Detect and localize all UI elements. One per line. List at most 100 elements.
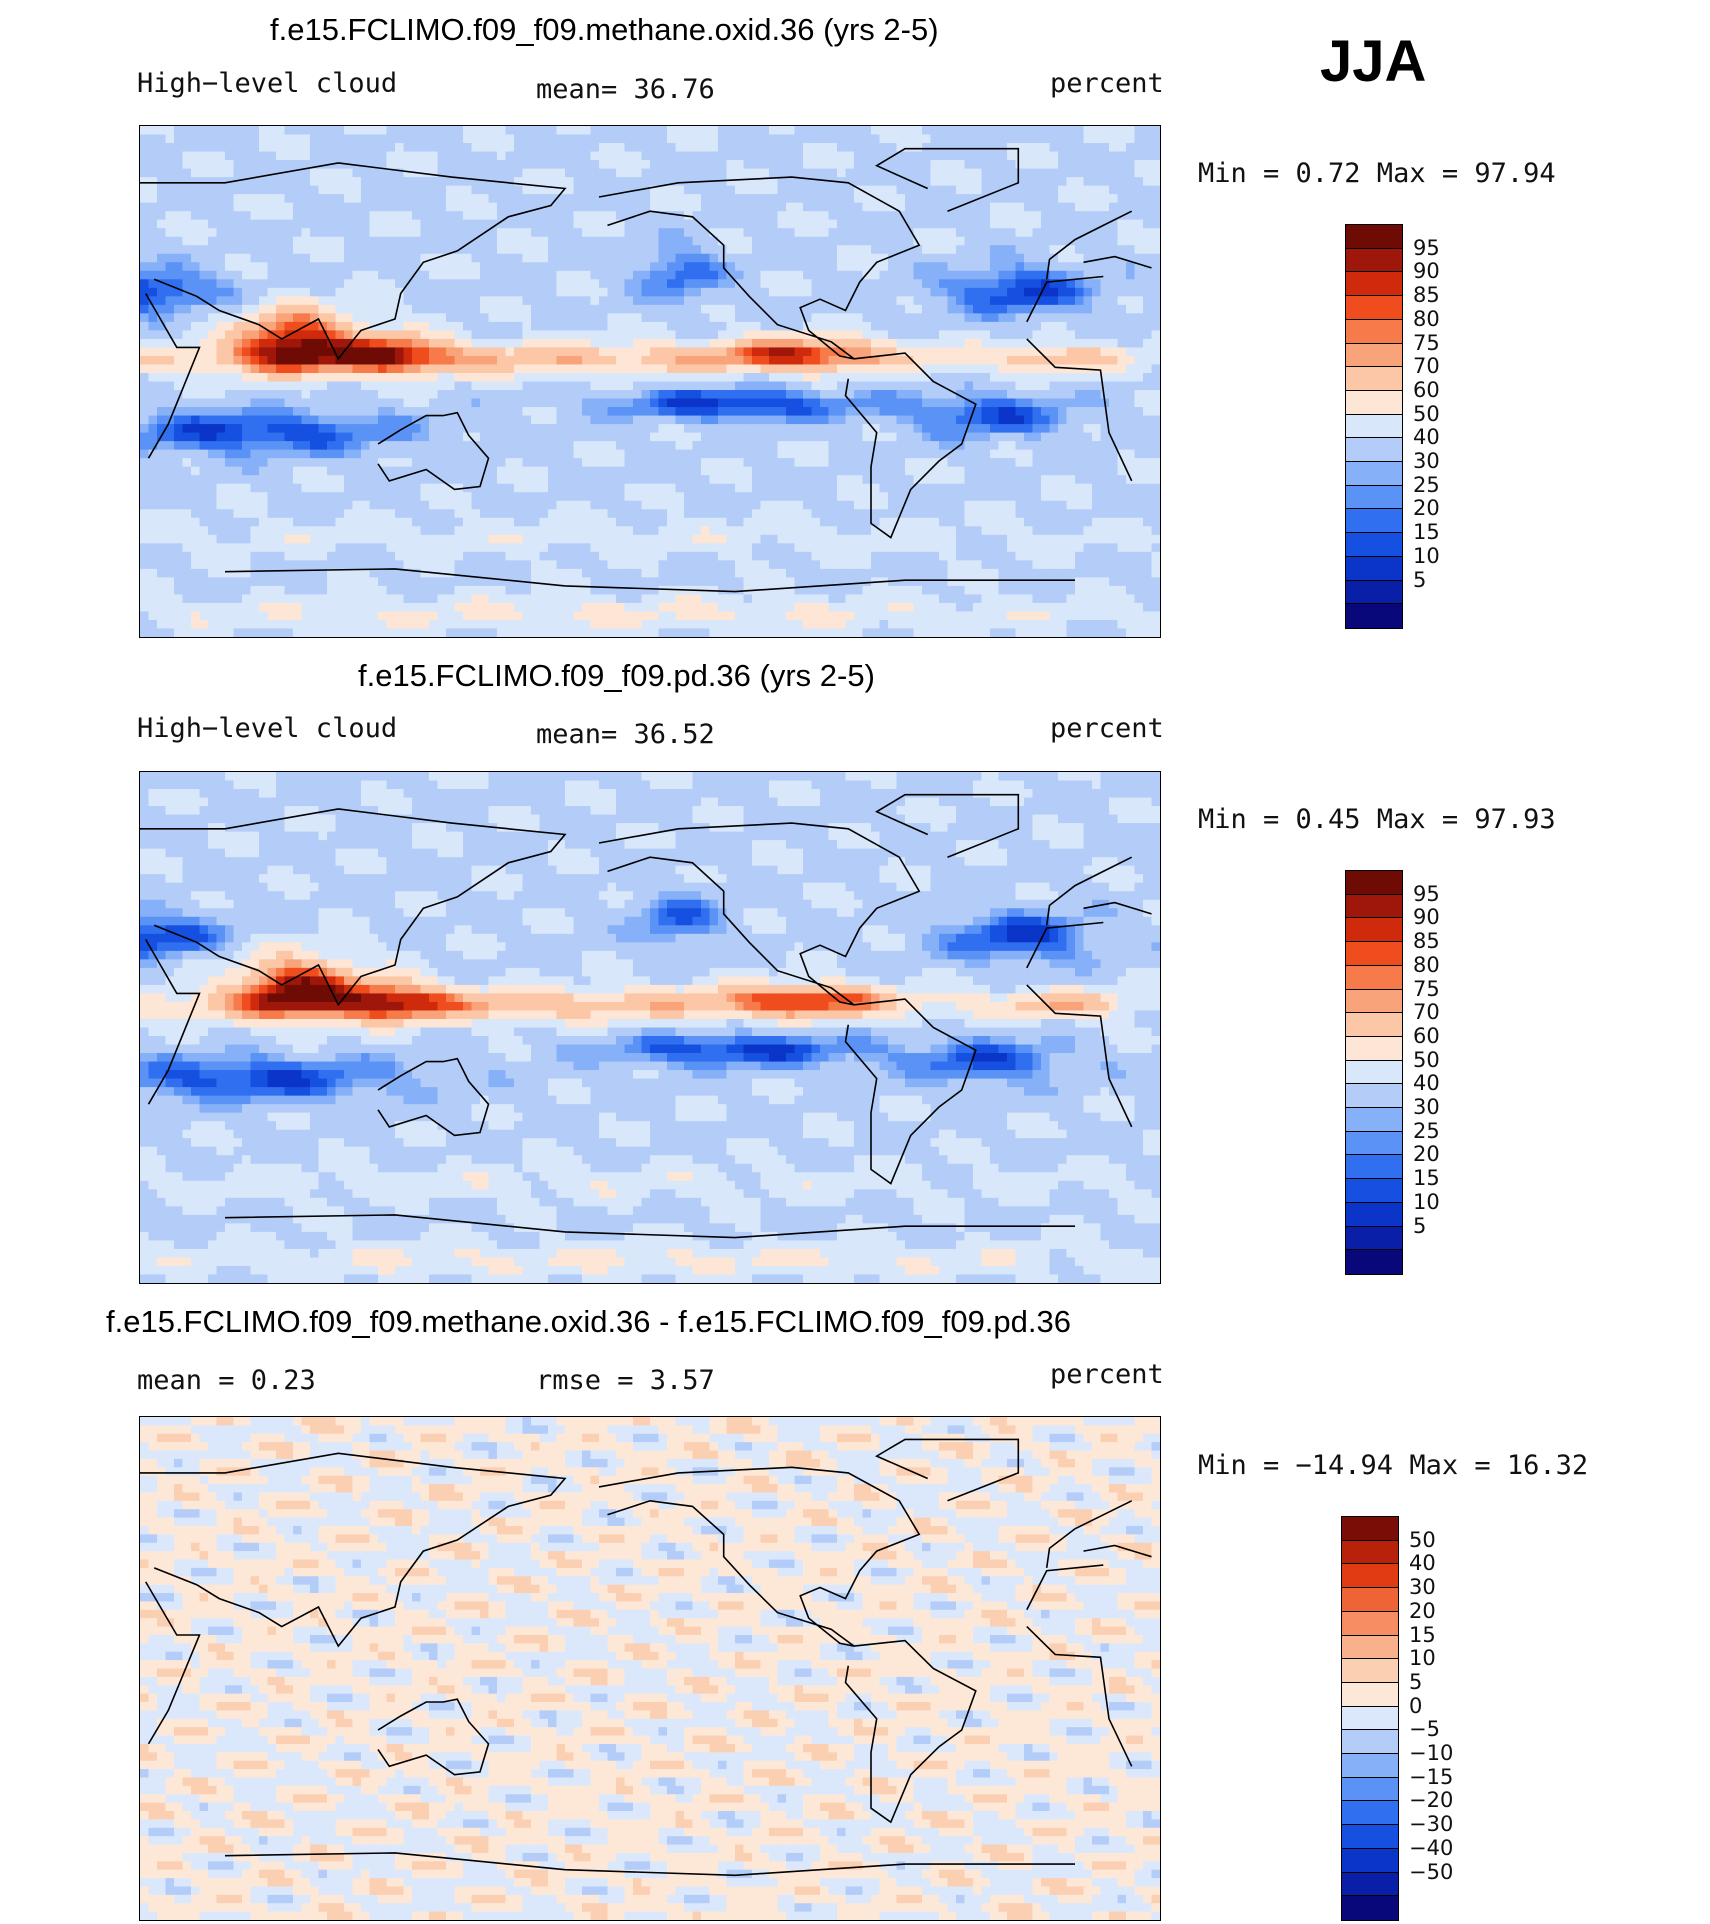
season-label: JJA [1320,28,1426,95]
panel-3-map [139,1416,1161,1921]
coastline [145,1564,1133,1767]
colorbar-tick-label: 25 [1413,1119,1440,1143]
colorbar-segment [1342,1682,1398,1707]
coastline [598,1466,921,1647]
colorbar-segment [1346,296,1402,320]
coastline [140,808,1152,1007]
colorbar-tick-label: 85 [1413,929,1440,953]
colorbar-segment [1346,533,1402,557]
colorbar-tick-label: 15 [1409,1623,1436,1647]
coastline [224,1852,1075,1877]
colorbar-segment [1342,1635,1398,1660]
colorbar-tick-label: −15 [1409,1765,1453,1789]
colorbar-tick-label: −40 [1409,1836,1453,1860]
colorbar-segment [1346,556,1402,581]
colorbar-segment [1346,1155,1402,1180]
panel-3-units-label: percent [1050,1359,1164,1390]
colorbar-segment [1342,1825,1398,1849]
panel-1-variable-label: High−level cloud [137,68,397,99]
colorbar-segment [1342,1801,1398,1826]
colorbar-tick-label: 75 [1413,977,1440,1001]
colorbar-segment [1346,1179,1402,1203]
colorbar-segment [1342,1564,1398,1589]
coastline [874,147,1020,212]
coastline [377,1057,490,1137]
colorbar-segment [1346,343,1402,368]
coastline [145,921,1133,1128]
colorbar-tick-label: 30 [1409,1575,1436,1599]
colorbar-segment [1342,1517,1398,1541]
colorbar-segment [1342,1896,1398,1920]
colorbar-tick-label: 25 [1413,473,1440,497]
coastline [224,1214,1075,1239]
colorbar-segment [1342,1777,1398,1802]
colorbar-segment [1346,1202,1402,1227]
panel-2-title: f.e15.FCLIMO.f09_f09.pd.36 (yrs 2-5) [358,658,875,694]
colorbar-tick-label: 0 [1409,1694,1422,1718]
panel-2-map [139,771,1161,1284]
colorbar-tick-label: 75 [1413,331,1440,355]
colorbar-segment [1346,225,1402,249]
colorbar-tick-label: 90 [1413,905,1440,929]
colorbar-tick-label: −10 [1409,1741,1453,1765]
colorbar-tick-label: 85 [1413,283,1440,307]
panel-1-minmax: Min = 0.72 Max = 97.94 [1198,158,1556,189]
colorbar-segment [1342,1611,1398,1636]
coastline [598,822,921,1006]
colorbar-tick-label: −5 [1409,1717,1440,1741]
coastline [844,998,977,1185]
colorbar-segment [1346,580,1402,605]
panel-2-mean-label: mean= 36.52 [536,719,715,750]
panel-1-mean-label: mean= 36.76 [536,74,715,105]
colorbar-tick-label: 10 [1413,1190,1440,1214]
coastline [140,162,1152,361]
colorbar-segment [1346,894,1402,919]
colorbar-segment [1346,1250,1402,1274]
colorbar-tick-label: 30 [1413,449,1440,473]
colorbar-segment [1346,1084,1402,1109]
coastline [145,275,1133,482]
colorbar-segment [1346,1013,1402,1037]
panel-3-colorbar [1341,1516,1399,1921]
panel-1-map [139,125,1161,638]
panel-1-title: f.e15.FCLIMO.f09_f09.methane.oxid.36 (yr… [270,12,939,48]
colorbar-tick-label: 90 [1413,259,1440,283]
colorbar-tick-label: 40 [1409,1551,1436,1575]
panel-2-colorbar [1345,870,1403,1275]
colorbar-segment [1346,485,1402,510]
colorbar-segment [1342,1706,1398,1731]
panel-2-minmax: Min = 0.45 Max = 97.93 [1198,804,1556,835]
colorbar-tick-label: 20 [1409,1599,1436,1623]
colorbar-segment [1346,918,1402,943]
colorbar-segment [1346,989,1402,1014]
coastline [844,352,977,539]
colorbar-segment [1346,272,1402,297]
colorbar-tick-label: 10 [1413,544,1440,568]
colorbar-tick-label: 40 [1413,425,1440,449]
map-canvas [140,1417,1160,1920]
coastline [224,568,1075,593]
colorbar-tick-label: 50 [1409,1528,1436,1552]
colorbar-tick-label: 10 [1409,1646,1436,1670]
colorbar-segment [1346,1226,1402,1251]
colorbar-tick-label: 50 [1413,1048,1440,1072]
coastline [140,1452,1152,1648]
coastline [844,1639,977,1824]
colorbar-segment [1346,438,1402,463]
colorbar-tick-label: 5 [1413,568,1426,592]
colorbar-tick-label: 60 [1413,1024,1440,1048]
colorbar-segment [1346,871,1402,895]
colorbar-segment [1342,1754,1398,1778]
coastline [377,1698,490,1776]
colorbar-segment [1346,248,1402,273]
colorbar-segment [1342,1872,1398,1897]
colorbar-segment [1346,462,1402,486]
colorbar-tick-label: 70 [1413,354,1440,378]
colorbar-segment [1346,1108,1402,1132]
colorbar-tick-label: 20 [1413,1142,1440,1166]
colorbar-segment [1346,1131,1402,1156]
panel-3-mean-label: mean = 0.23 [137,1365,316,1396]
colorbar-segment [1346,509,1402,534]
colorbar-segment [1346,1060,1402,1085]
panel-3-minmax: Min = −14.94 Max = 16.32 [1198,1450,1588,1481]
